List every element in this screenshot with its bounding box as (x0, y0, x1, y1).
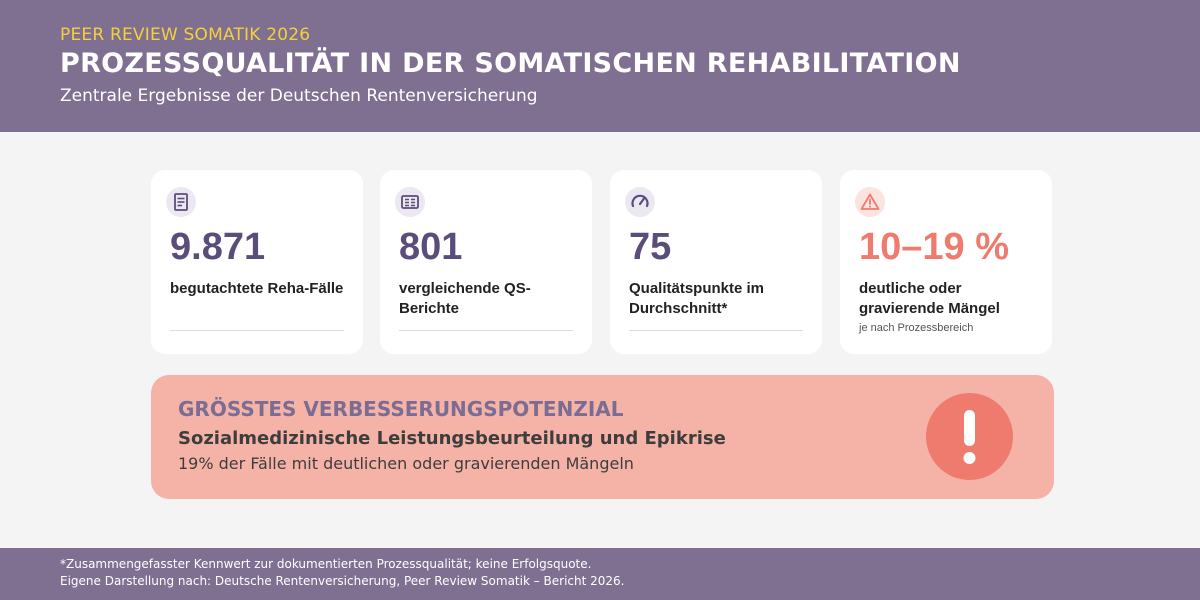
document-icon (166, 187, 196, 217)
banner-text: 19% der Fälle mit deutlichen oder gravie… (178, 454, 634, 473)
stat-card-cases: 9.871 begutachtete Reha-Fälle (151, 170, 363, 354)
exclamation-icon (926, 393, 1013, 480)
source-note: Eigene Darstellung nach: Deutsche Renten… (60, 574, 625, 588)
card-divider (170, 330, 344, 331)
stat-label: begutachtete Reha-Fälle (170, 280, 344, 297)
page-subtitle: Zentrale Ergebnisse der Deutschen Renten… (60, 86, 538, 106)
footer: *Zusammengefasster Kennwert zur dokument… (0, 548, 1200, 600)
stat-label: vergleichende QS-Berichte (399, 280, 531, 317)
stat-card-deficiencies: 10–19 % deutliche oder gravierende Mänge… (840, 170, 1052, 354)
stat-value: 801 (399, 226, 463, 268)
gauge-icon (625, 187, 655, 217)
stat-label: Qualitätspunkte im Durchschnitt* (629, 280, 765, 317)
stat-value: 75 (629, 226, 672, 268)
banner-title: Sozialmedizinische Leistungsbeurteilung … (178, 428, 726, 449)
stat-card-reports: 801 vergleichende QS-Berichte (380, 170, 592, 354)
header: PEER REVIEW SOMATIK 2026 PROZESSQUALITÄT… (0, 0, 1200, 132)
warning-triangle-icon (855, 187, 885, 217)
footnote: *Zusammengefasster Kennwert zur dokument… (60, 557, 592, 571)
card-divider (399, 330, 573, 331)
stat-label: deutliche oder gravierende Mängel (859, 280, 1000, 317)
report-list-icon (395, 187, 425, 217)
stat-value: 9.871 (170, 226, 266, 268)
header-kicker: PEER REVIEW SOMATIK 2026 (60, 25, 311, 45)
stat-value: 10–19 % (859, 226, 1010, 268)
page-title: PROZESSQUALITÄT IN DER SOMATISCHEN REHAB… (60, 48, 961, 79)
stat-note: je nach Prozessbereich (859, 322, 974, 334)
improvement-banner: GRÖSSTES VERBESSERUNGSPOTENZIAL Sozialme… (151, 375, 1054, 499)
card-divider (629, 330, 803, 331)
banner-kicker: GRÖSSTES VERBESSERUNGSPOTENZIAL (178, 397, 624, 421)
stat-card-quality-points: 75 Qualitätspunkte im Durchschnitt* (610, 170, 822, 354)
